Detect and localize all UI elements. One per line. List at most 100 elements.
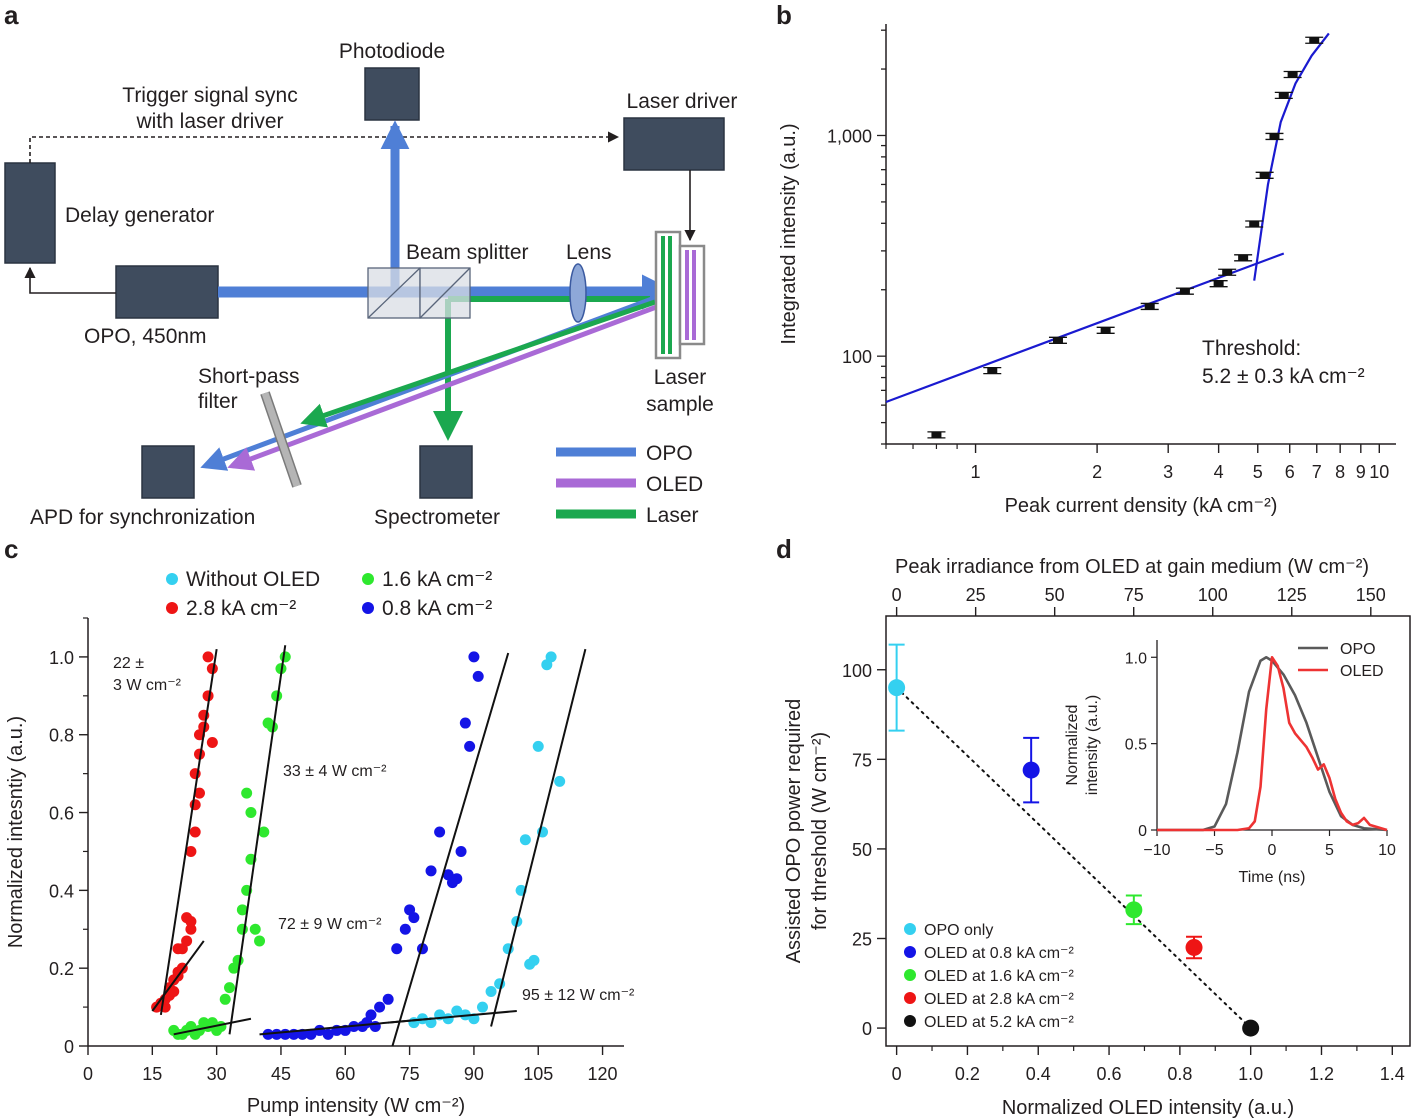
c-point-cyan [476,1001,488,1013]
b-x-tick-label: 7 [1312,462,1322,482]
d-top-tick-label: 25 [966,585,986,605]
panel-letter-a: a [4,0,19,30]
lens-label: Lens [566,241,612,264]
b-marker [1222,269,1233,276]
c-point-blue [434,826,446,838]
legend-2-8-label: 2.8 kA cm⁻² [186,597,296,620]
c-point-green [236,904,248,916]
b-data-point [1209,280,1228,288]
c-x-tick-label: 105 [523,1064,553,1084]
photodiode-label: Photodiode [339,40,445,63]
panel-d-top-axis-title: Peak irradiance from OLED at gain medium… [895,556,1369,578]
b-data-point [1305,36,1324,44]
inset-x-tick-label: −10 [1143,842,1170,859]
b-data-point [1175,287,1194,295]
c-point-red [185,845,197,857]
b-x-tick-label: 3 [1163,462,1173,482]
d-marker [1022,761,1040,779]
legend-0-8-marker [362,602,374,614]
b-fit-line-2 [1253,32,1330,281]
c-point-green [224,982,236,994]
b-data-point [1283,70,1302,79]
apd-box [141,445,195,499]
c-point-red [181,935,193,947]
legend-oled-2-8-marker [904,992,916,1004]
b-y-tick-label: 100 [842,347,872,367]
b-data-point [1274,91,1293,100]
panel-d-x-axis-title: Normalized OLED intensity (a.u.) [1002,1097,1294,1118]
legend-opo-only-marker [904,923,916,935]
oled-emission-beam [227,297,676,471]
c-point-red [168,986,180,998]
short-pass-label-1: Short-pass [198,365,300,388]
laser-driver-label: Laser driver [627,90,738,113]
inset-x-tick-label: 5 [1325,842,1334,859]
d-marker [1185,938,1203,956]
panel-b-x-axis-title: Peak current density (kA cm⁻²) [1005,495,1278,517]
d-top-tick-label: 125 [1277,585,1307,605]
b-marker [1309,37,1320,44]
opo-source-box [115,265,219,319]
d-x-tick-label: 1.0 [1238,1064,1263,1084]
panel-a-legend: OPO OLED Laser [556,442,703,527]
b-marker [1144,303,1155,310]
c-point-blue [391,943,403,955]
inset-legend-label-opo: OPO [1340,641,1376,658]
legend-laser-label: Laser [646,504,699,527]
panel-a: a [4,0,737,529]
c-point-blue [365,1009,377,1021]
legend-oled-5-2-marker [904,1015,916,1027]
inset-line-oled [1157,655,1388,832]
panel-d-inset: −10 −5 0 5 10 0 0.5 1.0 OPO OLED [1125,640,1396,859]
b-data-point [1140,302,1159,311]
legend-0-8-label: 0.8 kA cm⁻² [382,597,492,620]
c-point-red [193,787,205,799]
panel-c-x-axis-title: Pump intensity (W cm⁻²) [247,1095,465,1117]
legend-without-oled-label: Without OLED [186,568,320,591]
panel-b-points [927,36,1324,439]
delay-generator-label: Delay generator [65,204,214,227]
d-y-tick-label: 0 [862,1019,872,1039]
c-point-green [266,721,278,733]
annotation-72: 72 ± 9 W cm⁻² [278,916,382,933]
trigger-label-1: Trigger signal sync [122,84,297,107]
b-y-tick-label: 1,000 [827,126,872,146]
panel-c-fits [151,645,587,1047]
d-top-tick-label: 50 [1045,585,1065,605]
c-y-tick-label: 1.0 [49,648,74,668]
b-x-tick-label: 1 [971,462,981,482]
d-x-tick-label: 0.2 [955,1064,980,1084]
c-y-tick-label: 0.2 [49,959,74,979]
b-x-tick-label: 9 [1356,462,1366,482]
c-point-green [219,993,231,1005]
b-marker [1278,92,1289,99]
panel-c-axes: 0 15 30 45 60 75 90 105 120 0 0.2 0.4 0.6 0.8 1.0 [49,617,624,1084]
c-x-tick-label: 0 [83,1064,93,1084]
b-x-tick-label: 2 [1092,462,1102,482]
apd-label: APD for synchronization [30,506,255,529]
c-point-green [254,935,266,947]
b-x-tick-label: 4 [1214,462,1224,482]
c-point-green [258,826,270,838]
legend-2-8-marker [166,602,178,614]
b-x-tick-label: 6 [1285,462,1295,482]
panel-c-points [151,651,566,1040]
c-fit-line-8 [490,648,587,1027]
panel-letter-d: d [776,534,792,564]
opo-to-delay-line [24,266,116,294]
legend-oled-2-8-label: OLED at 2.8 kA cm⁻² [924,991,1075,1008]
inset-x-tick-label: −5 [1205,842,1223,859]
d-frame [885,615,1411,1047]
d-y-tick-label: 75 [852,750,872,770]
c-point-red [185,915,197,927]
c-fit-line-1 [151,940,205,1012]
c-point-blue [399,923,411,935]
inset-y-tick-label: 1.0 [1125,650,1147,667]
c-point-green [236,923,248,935]
c-point-cyan [442,1013,454,1025]
d-x-tick-label: 0 [892,1064,902,1084]
b-data-point [1255,171,1274,179]
beam-splitter [367,267,471,319]
d-x-tick-label: 0.8 [1167,1064,1192,1084]
c-point-red [193,748,205,760]
